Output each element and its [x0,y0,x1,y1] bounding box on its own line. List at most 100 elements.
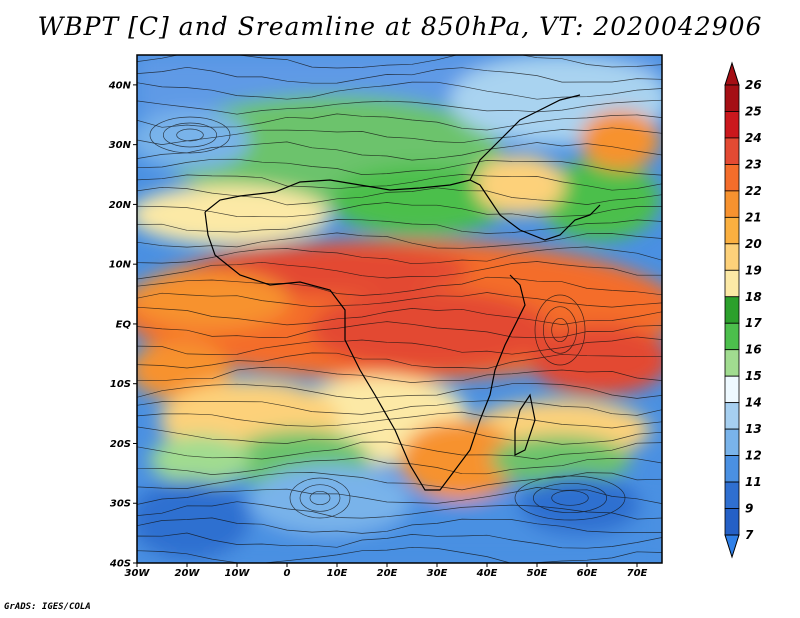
longitude-axis: 30W 20W 10W 0 10E 20E 30E 40E 50E 60E 70E [125,563,648,579]
streamline [137,306,662,326]
colorbar-segment [724,269,740,298]
colorbar-level-label: 9 [745,502,753,516]
streamline [137,174,662,191]
colorbar-segment [724,216,740,245]
streamline [137,246,662,265]
lon-tick-label: 50E [527,568,548,579]
chart-title: WBPT [C] and Sreamline at 850hPa, VT: 20… [37,12,763,41]
streamline [137,232,662,249]
streamline [137,292,662,308]
colorbar-segment [724,508,740,536]
streamline [137,113,662,131]
colorbar-bottom-arrow [724,534,740,559]
lat-tick-label: EQ [116,319,132,330]
colorbar-segment [724,402,740,430]
streamline-gyre [162,122,218,148]
colorbar-segment [724,481,740,509]
streamline-gyre [309,490,331,506]
streamline [137,158,662,176]
streamline [137,352,662,369]
colorbar-top-arrow [724,61,740,86]
streamline [137,501,662,520]
lon-tick-label: 30W [125,568,151,579]
colorbar-level-label: 15 [745,369,762,383]
streamline [137,383,662,400]
streamline [137,261,662,280]
streamline-gyre [289,477,351,519]
streamline-gyre [532,482,608,514]
colorbar-segment [724,84,740,112]
streamline [137,411,662,429]
lon-tick-label: 20W [175,568,201,579]
streamline [137,426,662,445]
colorbar-segment [724,349,740,377]
streamline [137,321,662,339]
colorbar: 26 25 24 23 22 21 20 19 18 17 16 15 14 13 12 11 9 7 [724,61,762,559]
lat-tick-label: 40N [108,80,132,91]
streamline [137,546,662,563]
colorbar-level-label: 14 [745,396,762,410]
streamlines [137,55,662,563]
colorbar-segment [724,243,740,271]
streamline [137,276,662,296]
lat-tick-label: 20S [110,439,131,450]
streamline [137,99,662,115]
colorbar-segment [724,455,740,483]
streamline [137,127,662,145]
colorbar-level-label: 11 [745,475,762,489]
lat-tick-label: 10S [110,379,131,390]
streamline-gyre [542,306,578,354]
colorbar-segment [724,137,740,165]
streamline-gyre [534,294,586,366]
grads-credit: GrADS: IGES/COLA [4,602,91,612]
colorbar-level-label: 24 [745,131,762,145]
colorbar-level-label: 22 [745,184,762,198]
lon-tick-label: 20E [377,568,398,579]
streamline [137,441,662,460]
plot-frame [136,54,663,564]
streamline-gyre [176,128,204,142]
colorbar-level-label: 21 [745,210,762,224]
streamline [137,517,662,534]
colorbar-level-label: 12 [745,449,762,463]
colorbar-level-label: 25 [745,104,762,118]
colorbar-segment [724,111,740,139]
colorbar-level-label: 20 [745,237,762,251]
lon-tick-label: 60E [577,568,598,579]
lon-tick-label: 10E [327,568,348,579]
colorbar-segment [724,375,740,404]
lon-tick-label: 10W [225,568,251,579]
streamline [137,367,662,383]
streamline [137,219,662,234]
streamline-gyre [299,484,341,512]
streamline-gyre [551,490,589,506]
colorbar-level-label: 17 [745,316,762,330]
colorbar-level-label: 26 [745,78,762,92]
colorbar-level-label: 7 [745,528,754,542]
streamline [137,202,662,218]
streamline [137,66,662,84]
streamline [137,186,662,206]
streamline [137,487,662,505]
colorbar-segment [724,164,740,192]
streamline-gyre [149,116,231,154]
lat-tick-label: 40S [109,559,131,570]
coastlines [204,94,601,491]
lon-tick-label: 70E [627,568,648,579]
streamline [137,141,662,161]
lat-tick-label: 30N [109,140,132,151]
streamline [137,457,662,475]
colorbar-segment [724,190,740,218]
streamline-gyre [551,317,569,343]
colorbar-level-label: 23 [745,157,762,171]
streamline [137,532,662,549]
streamline [137,400,662,416]
colorbar-level-label: 16 [745,343,762,357]
latitude-axis: 40N 30N 20N 10N EQ 10S 20S 30S 40S [108,80,137,570]
lat-tick-label: 30S [110,499,131,510]
colorbar-level-label: 13 [745,422,762,436]
colorbar-segment [724,296,740,324]
lat-tick-label: 20N [109,200,132,211]
colorbar-segment [724,428,740,456]
